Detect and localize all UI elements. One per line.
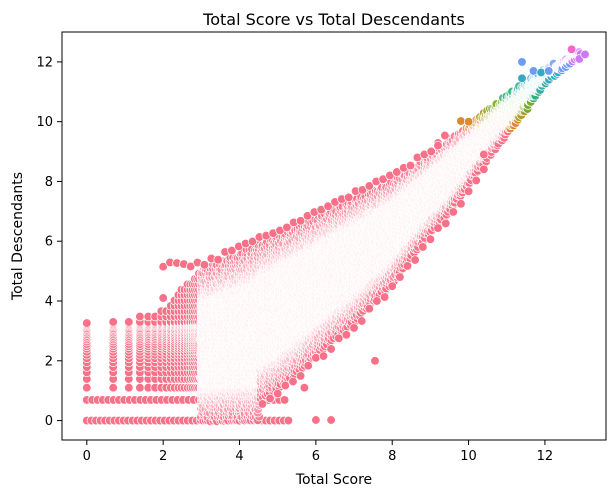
data-point (441, 218, 451, 229)
data-point (357, 316, 367, 326)
data-point (213, 255, 223, 265)
data-point (433, 223, 443, 233)
data-point (288, 376, 298, 387)
x-tick-label: 0 (83, 449, 91, 464)
data-point (405, 160, 416, 171)
data-point (364, 304, 374, 314)
data-point (440, 130, 450, 141)
highlighted-point (517, 73, 527, 83)
data-point (303, 361, 313, 371)
plot-area (82, 44, 590, 426)
data-point (425, 234, 436, 244)
highlighted-point (311, 415, 321, 425)
data-point (349, 323, 359, 333)
x-tick-label: 4 (235, 449, 243, 464)
data-point (326, 344, 336, 354)
highlighted-point (299, 383, 310, 393)
data-point (387, 281, 397, 291)
highlighted-point (566, 44, 577, 54)
data-point (372, 296, 382, 306)
data-point (82, 318, 92, 328)
data-point (402, 261, 413, 271)
data-point (418, 242, 428, 252)
data-point (448, 207, 458, 217)
data-point (410, 255, 420, 265)
data-point (379, 292, 390, 302)
data-point (344, 192, 354, 203)
data-point (341, 330, 352, 340)
data-point (395, 272, 405, 282)
highlighted-point (456, 116, 466, 126)
data-point (456, 199, 466, 209)
highlighted-point (158, 293, 168, 303)
data-point (108, 317, 118, 327)
highlighted-point (544, 66, 554, 76)
data-point (311, 353, 321, 363)
highlighted-point (479, 149, 489, 160)
data-point (280, 380, 290, 391)
data-point (463, 186, 474, 196)
data-point (135, 311, 145, 322)
x-tick-label: 2 (159, 449, 167, 464)
data-point (135, 383, 145, 393)
data-point (471, 175, 481, 186)
highlighted-point (536, 67, 546, 78)
data-point (295, 371, 306, 381)
data-point (124, 317, 134, 327)
data-point (82, 383, 92, 393)
chart-title: Total Score vs Total Descendants (202, 10, 465, 29)
data-point (124, 383, 134, 393)
highlighted-point (433, 140, 443, 151)
highlighted-point (463, 117, 474, 127)
data-point (279, 395, 290, 405)
x-axis-ticks: 0 2 4 6 8 10 12 (83, 440, 553, 464)
data-point (283, 415, 294, 426)
highlighted-point (580, 49, 590, 60)
data-point (108, 383, 118, 393)
highlighted-point (528, 66, 539, 76)
highlighted-point (326, 415, 336, 425)
highlighted-point (517, 57, 527, 67)
data-point (318, 351, 329, 361)
data-point (265, 393, 275, 404)
data-point (273, 388, 283, 399)
data-point (257, 399, 268, 409)
data-point (479, 164, 489, 174)
data-point (199, 260, 210, 270)
data-point (426, 146, 436, 157)
highlighted-point (370, 356, 380, 366)
